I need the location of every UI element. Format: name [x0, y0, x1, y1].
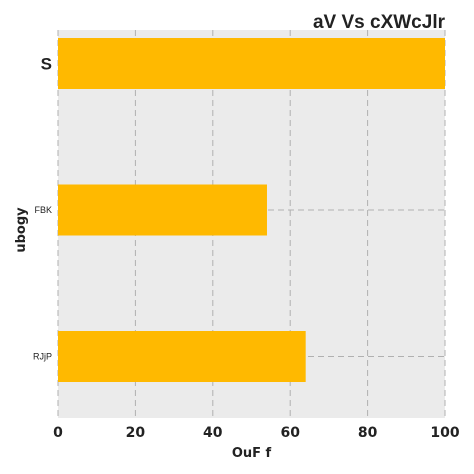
category-label: S [41, 55, 52, 74]
bar-rjjp [58, 331, 306, 382]
y-axis-label: ubogy [14, 207, 29, 253]
x-tick-label: 80 [358, 425, 378, 441]
category-label: RJjP [33, 352, 52, 362]
bars [58, 38, 445, 382]
x-ticks: 0 20 40 60 80 100 [53, 425, 460, 441]
category-label: FBK [34, 205, 52, 215]
x-tick-label: 40 [203, 425, 223, 441]
x-tick-label: 20 [126, 425, 146, 441]
category-labels: S FBK RJjP [33, 55, 52, 362]
x-tick-label: 100 [430, 425, 459, 441]
x-tick-label: 0 [53, 425, 63, 441]
x-axis-label: OuF f [232, 446, 272, 461]
bar-s [58, 38, 445, 89]
bar-fbk [58, 184, 267, 236]
chart-title: aV Vs cXWcJlr [313, 12, 446, 33]
x-tick-label: 60 [280, 425, 300, 441]
